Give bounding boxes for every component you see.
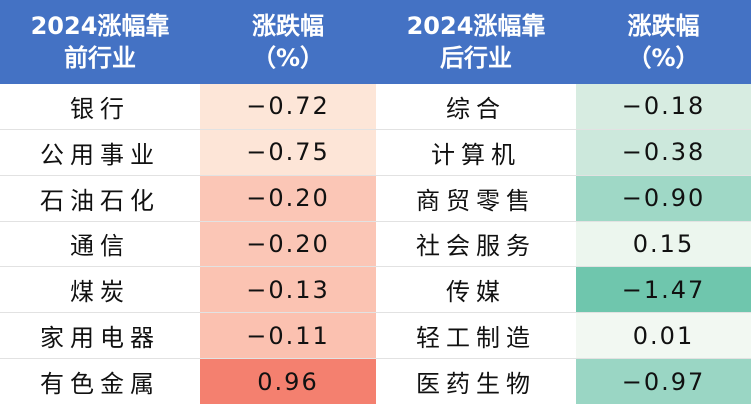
bottom-industry-change: −1.47 [576, 266, 751, 314]
table-row: 公用事业 −0.75 计算机 −0.38 [0, 129, 751, 176]
top-industry-change: −0.72 [200, 84, 376, 130]
table-row: 通信 −0.20 社会服务 0.15 [0, 221, 751, 268]
header-top-industry-line1: 2024涨幅靠 [30, 12, 170, 40]
bottom-industry-change: −0.97 [576, 358, 751, 404]
bottom-industry-change: −0.90 [576, 175, 751, 222]
table-row: 煤炭 −0.13 传媒 −1.47 [0, 266, 751, 314]
table-row: 石油石化 −0.20 商贸零售 −0.90 [0, 175, 751, 222]
top-industry-change: −0.20 [200, 221, 376, 268]
header-top-change-label: 涨跌幅 [252, 12, 324, 40]
top-industry-change: −0.11 [200, 312, 376, 360]
top-industry-change: −0.20 [200, 175, 376, 222]
bottom-industry-name: 医药生物 [416, 370, 536, 399]
bottom-industry-change: −0.18 [576, 84, 751, 130]
bottom-industry-change: 0.01 [576, 312, 751, 360]
header-top-change: 涨跌幅 （%） [200, 0, 376, 84]
bottom-industry-name: 计算机 [376, 129, 576, 176]
top-industry-name: 有色金属 [40, 370, 160, 399]
header-bottom-industry-line2: 后行业 [440, 44, 512, 72]
table-row: 银行 −0.72 综合 −0.18 [0, 84, 751, 130]
bottom-industry-name: 综合 [376, 84, 576, 130]
top-industry-name: 银行 [0, 84, 200, 130]
bottom-industry-name: 传媒 [376, 266, 576, 314]
header-bottom-industry-line1: 2024涨幅靠 [406, 12, 546, 40]
header-top-change-unit: （%） [251, 44, 325, 72]
table-row: 家用电器 −0.11 轻工制造 0.01 [0, 312, 751, 360]
top-industry-change: −0.13 [200, 266, 376, 314]
top-industry-name: 通信 [0, 221, 200, 268]
top-industry-change: −0.75 [200, 129, 376, 176]
top-industry-name: 石油石化 [0, 175, 200, 222]
bottom-industry-change: −0.38 [576, 129, 751, 176]
header-bottom-change: 涨跌幅 （%） [576, 0, 751, 84]
top-industry-name: 公用事业 [0, 129, 200, 176]
top-industry-change: 0.96 [200, 358, 376, 404]
table-row: 有色金属 0.96 医药生物 −0.97 [0, 358, 751, 404]
bottom-industry-name: 商贸零售 [376, 175, 576, 222]
header-top-industry-line2: 前行业 [64, 44, 136, 72]
header-bottom-industry: 2024涨幅靠 后行业 [376, 0, 576, 84]
top-industry-name: 煤炭 [0, 266, 200, 314]
header-top-industry: 2024涨幅靠 前行业 [0, 0, 200, 84]
top-industry-name: 家用电器 [0, 312, 200, 360]
bottom-industry-name: 社会服务 [376, 221, 576, 268]
bottom-industry-change: 0.15 [576, 221, 751, 268]
header-bottom-change-unit: （%） [627, 44, 700, 72]
bottom-industry-name: 轻工制造 [376, 312, 576, 360]
header-row: 2024涨幅靠 前行业 涨跌幅 （%） 2024涨幅靠 后行业 涨跌幅 （%） [0, 0, 751, 84]
header-bottom-change-label: 涨跌幅 [627, 12, 700, 40]
